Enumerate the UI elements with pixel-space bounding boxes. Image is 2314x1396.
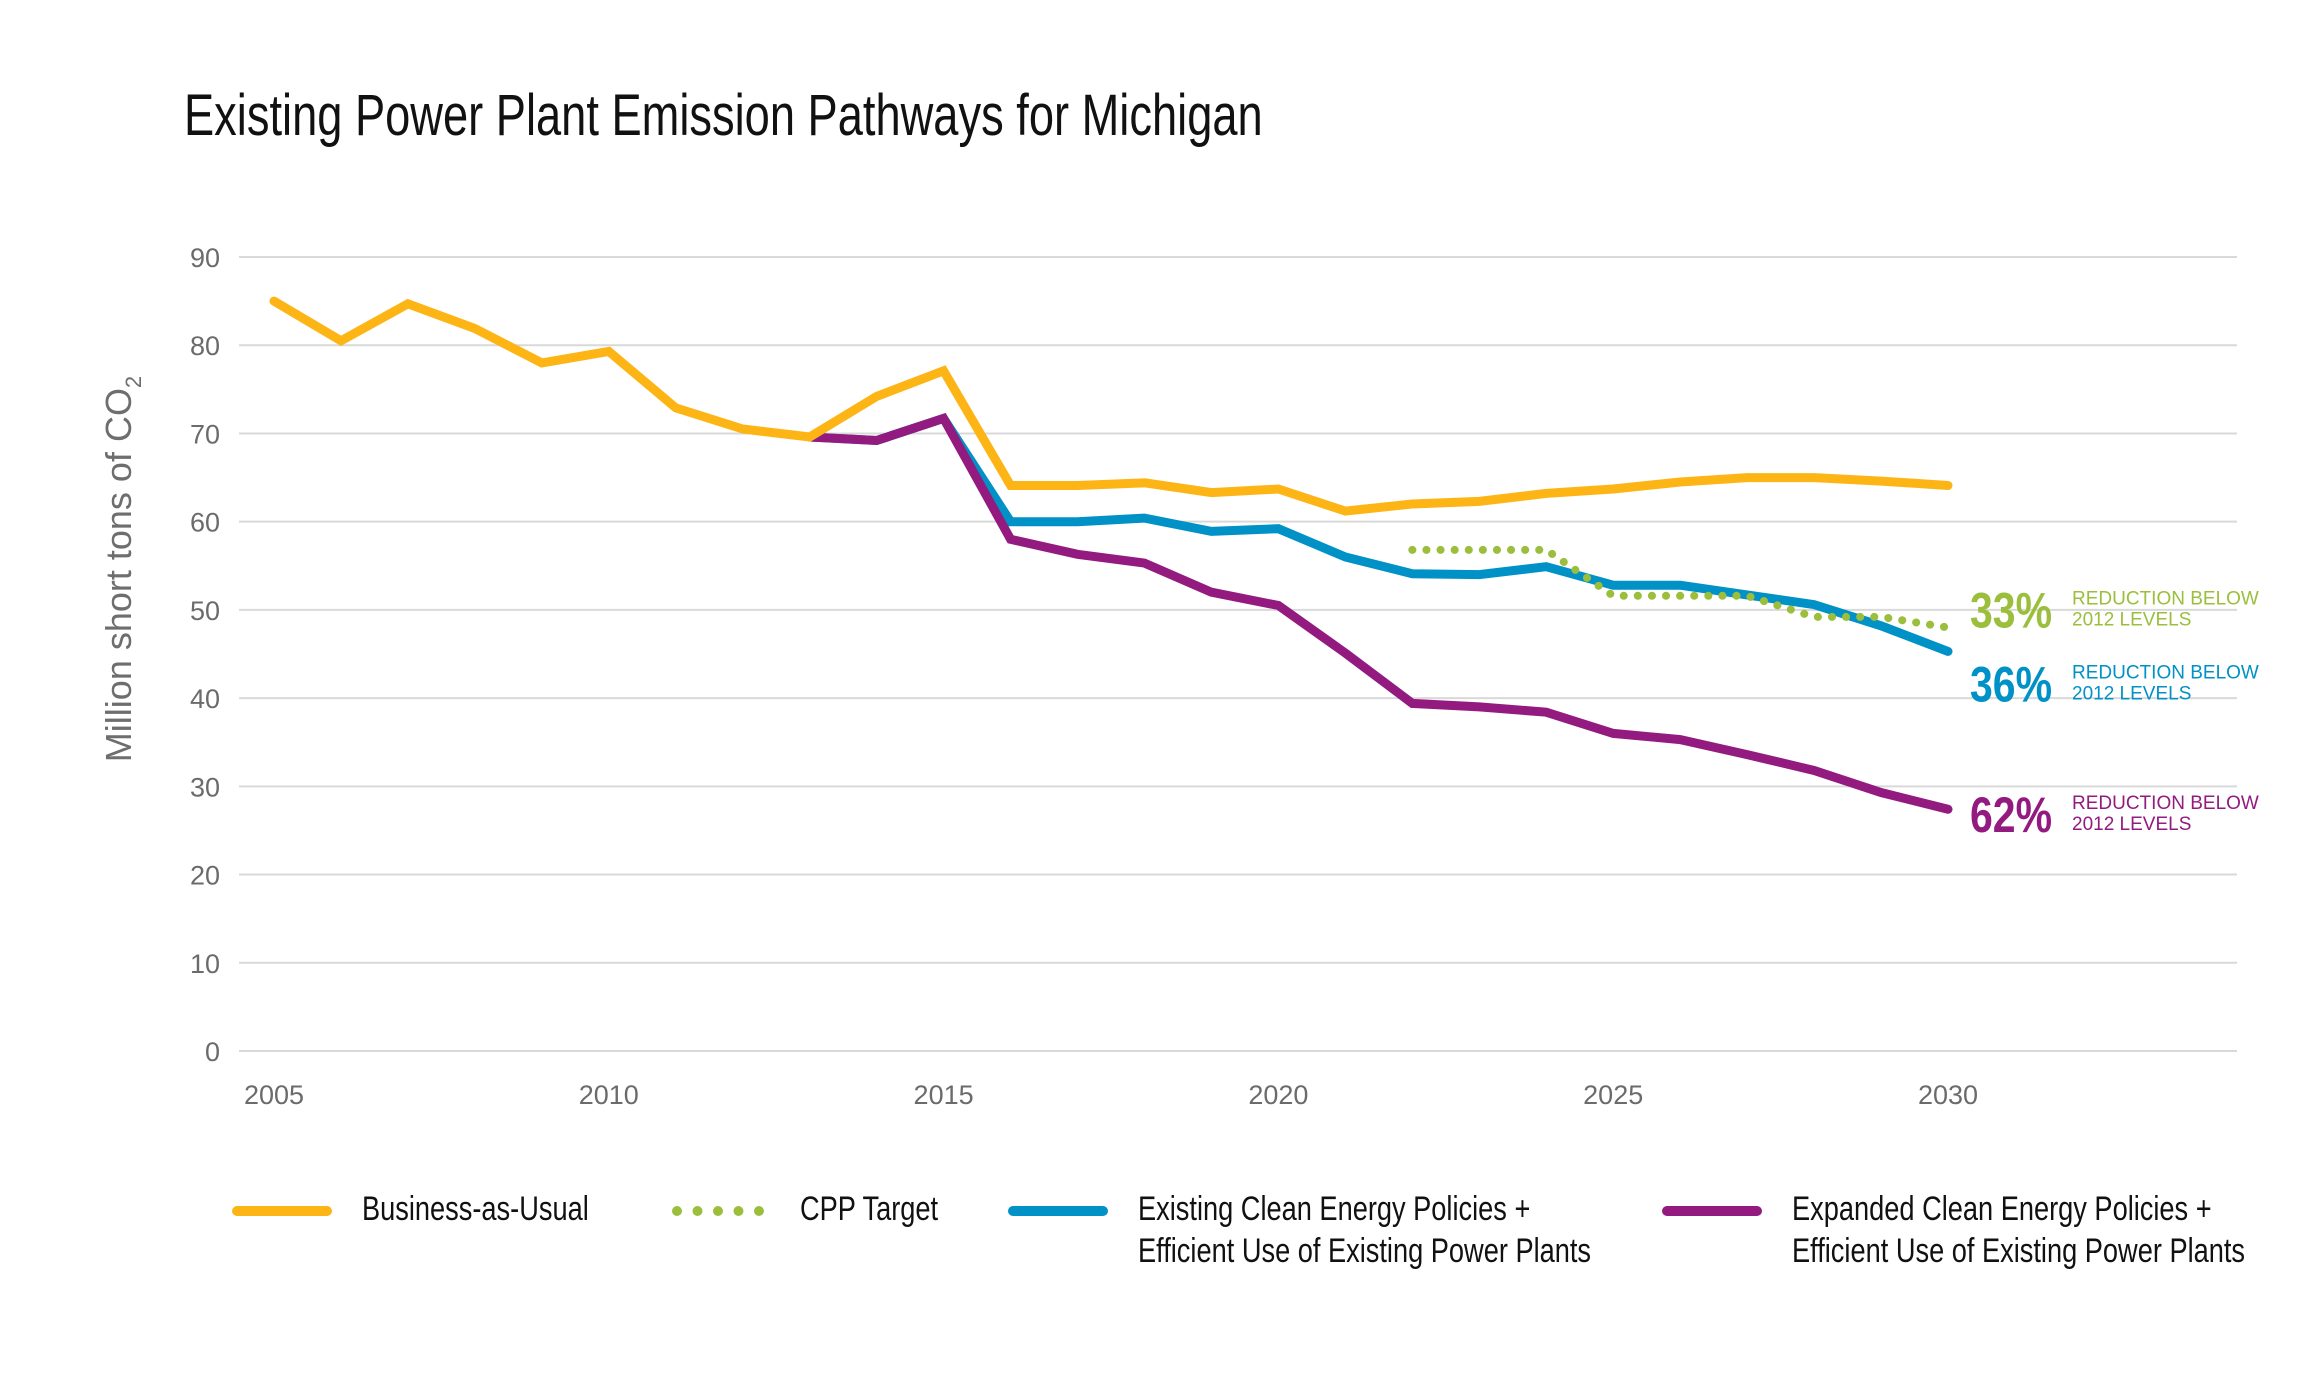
gridlines [239, 256, 2237, 1052]
legend-item-existing-clean-energy[interactable]: Existing Clean Energy Policies + Efficie… [1008, 1188, 1704, 1272]
legend-label-line: Efficient Use of Existing Power Plants [1792, 1232, 2246, 1270]
legend-item-business-as-usual[interactable]: Business-as-Usual [232, 1188, 645, 1230]
y-tick-label: 60 [190, 508, 220, 538]
y-tick-label: 0 [205, 1037, 220, 1067]
y-axis-label: Million short tons of CO2 [98, 376, 146, 762]
legend-label: Expanded Clean Energy Policies + Efficie… [1792, 1188, 2245, 1272]
y-tick-label: 10 [190, 949, 220, 979]
x-tick-label: 2005 [244, 1080, 304, 1110]
annotation-text-line1: REDUCTION BELOW [2072, 588, 2259, 609]
annotation-text-line1: REDUCTION BELOW [2072, 793, 2259, 814]
legend-item-cpp-target[interactable]: CPP Target [672, 1188, 973, 1230]
y-tick-label: 70 [190, 419, 220, 449]
series-line-bau [269, 296, 1953, 516]
legend-label: Business-as-Usual [362, 1188, 589, 1230]
annotation-text-line2: 2012 LEVELS [2072, 609, 2191, 630]
legend-label-line: Existing Clean Energy Policies + [1138, 1190, 1531, 1228]
y-tick-label: 20 [190, 861, 220, 891]
series-line-cpp [1408, 545, 1952, 632]
annotation-percent: 36% [1970, 657, 2052, 713]
annotation-text-line2: 2012 LEVELS [2072, 684, 2191, 705]
annotation-text-line2: 2012 LEVELS [2072, 814, 2191, 835]
series-lines [269, 296, 1953, 814]
y-tick-label: 40 [190, 684, 220, 714]
legend-label-line: CPP Target [800, 1190, 939, 1228]
legend-label-line: Business-as-Usual [362, 1190, 589, 1228]
legend-label-line: Expanded Clean Energy Policies + [1792, 1190, 2212, 1228]
annotation-percent: 62% [1970, 787, 2052, 843]
legend-label: CPP Target [800, 1188, 938, 1230]
legend-swatch-cpp-target [672, 1206, 764, 1216]
y-tick-label: 50 [190, 596, 220, 626]
legend: Business-as-Usual CPP Target Existing Cl… [0, 1188, 2314, 1288]
x-tick-label: 2020 [1248, 1080, 1308, 1110]
x-axis-ticks: 2005 2010 2015 2020 2025 2030 [244, 1080, 1978, 1110]
x-tick-label: 2025 [1583, 1080, 1643, 1110]
chart-title: Existing Power Plant Emission Pathways f… [184, 83, 1263, 148]
x-tick-label: 2010 [579, 1080, 639, 1110]
series-line-expanded [805, 412, 1953, 814]
annotation-percent: 33% [1970, 583, 2052, 639]
legend-swatch-expanded-clean-energy [1662, 1206, 1762, 1216]
annotation-text-line1: REDUCTION BELOW [2072, 663, 2259, 684]
legend-label-line: Efficient Use of Existing Power Plants [1138, 1232, 1592, 1270]
legend-label: Existing Clean Energy Policies + Efficie… [1138, 1188, 1591, 1272]
x-tick-label: 2015 [914, 1080, 974, 1110]
y-axis-ticks: 0 10 20 30 40 50 60 70 80 90 [190, 243, 220, 1067]
y-axis-label-subscript: 2 [121, 376, 146, 388]
y-axis-label-main: Million short tons of CO [98, 388, 139, 762]
legend-swatch-existing-clean-energy [1008, 1206, 1108, 1216]
y-tick-label: 80 [190, 331, 220, 361]
series-line-existing [805, 413, 1953, 656]
legend-item-expanded-clean-energy[interactable]: Expanded Clean Energy Policies + Efficie… [1662, 1188, 2314, 1272]
y-tick-label: 30 [190, 772, 220, 802]
x-tick-label: 2030 [1918, 1080, 1978, 1110]
legend-swatch-business-as-usual [232, 1206, 332, 1216]
y-tick-label: 90 [190, 243, 220, 273]
